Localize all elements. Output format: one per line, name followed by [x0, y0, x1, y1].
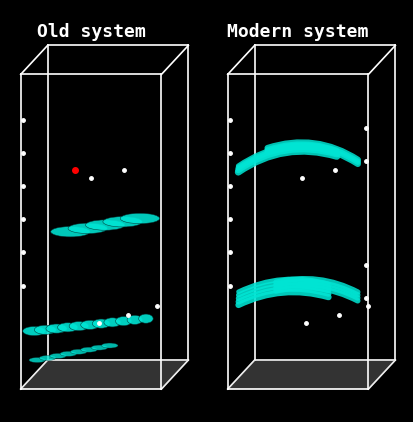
- FancyArrowPatch shape: [237, 147, 336, 168]
- Ellipse shape: [120, 213, 159, 224]
- Ellipse shape: [46, 324, 67, 333]
- Ellipse shape: [81, 320, 99, 330]
- Ellipse shape: [115, 316, 131, 326]
- FancyArrowPatch shape: [238, 286, 328, 298]
- Ellipse shape: [29, 357, 45, 362]
- Ellipse shape: [39, 355, 56, 360]
- FancyArrowPatch shape: [267, 144, 357, 162]
- FancyArrowPatch shape: [267, 142, 357, 160]
- Ellipse shape: [50, 353, 66, 358]
- FancyArrowPatch shape: [267, 146, 357, 164]
- FancyArrowPatch shape: [238, 282, 328, 295]
- Ellipse shape: [81, 347, 97, 352]
- Ellipse shape: [102, 216, 142, 227]
- Ellipse shape: [85, 220, 125, 230]
- Polygon shape: [227, 360, 394, 389]
- FancyArrowPatch shape: [238, 279, 328, 292]
- Text: Old system: Old system: [37, 23, 145, 41]
- FancyArrowPatch shape: [237, 151, 336, 172]
- FancyArrowPatch shape: [238, 289, 328, 302]
- FancyArrowPatch shape: [275, 281, 357, 295]
- Ellipse shape: [138, 314, 153, 323]
- FancyArrowPatch shape: [238, 292, 328, 305]
- Ellipse shape: [68, 223, 107, 233]
- FancyArrowPatch shape: [275, 284, 357, 298]
- Ellipse shape: [101, 343, 118, 348]
- Ellipse shape: [91, 345, 107, 350]
- Ellipse shape: [127, 315, 142, 325]
- Ellipse shape: [60, 352, 76, 356]
- Ellipse shape: [104, 318, 121, 327]
- FancyArrowPatch shape: [237, 145, 336, 166]
- Ellipse shape: [92, 319, 110, 328]
- FancyArrowPatch shape: [237, 149, 336, 170]
- FancyArrowPatch shape: [275, 279, 357, 292]
- Polygon shape: [21, 360, 188, 389]
- Ellipse shape: [23, 327, 45, 335]
- Text: Modern system: Modern system: [227, 23, 368, 41]
- Ellipse shape: [50, 227, 90, 237]
- Ellipse shape: [69, 322, 88, 331]
- Ellipse shape: [70, 349, 87, 354]
- Ellipse shape: [57, 323, 78, 332]
- FancyArrowPatch shape: [275, 287, 357, 301]
- Ellipse shape: [34, 325, 56, 334]
